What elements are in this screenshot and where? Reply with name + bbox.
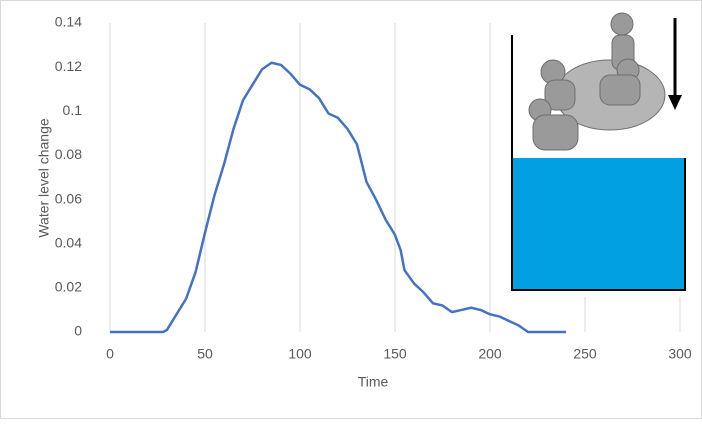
x-tick-label: 300 <box>668 346 692 362</box>
x-tick-label: 200 <box>478 346 502 362</box>
y-tick-label: 0.08 <box>55 146 82 162</box>
y-tick-label: 0.14 <box>55 14 82 30</box>
chart: Time Water level change 0 50 100 150 200 250 3… <box>0 0 702 419</box>
x-tick-label: 0 <box>106 346 114 362</box>
x-tick-label: 150 <box>383 346 407 362</box>
inset-illustration <box>505 12 695 297</box>
x-axis-title: Time <box>358 374 389 390</box>
y-tick-label: 0.1 <box>63 102 83 118</box>
x-tick-label: 100 <box>288 346 312 362</box>
x-tick-label: 50 <box>197 346 213 362</box>
x-tick-label: 250 <box>573 346 597 362</box>
water <box>512 158 685 290</box>
y-tick-label: 0.06 <box>55 190 82 206</box>
y-tick-label: 0.02 <box>55 279 82 295</box>
y-axis-title: Water level change <box>36 118 52 238</box>
y-tick-label: 0.12 <box>55 58 82 74</box>
y-tick-label: 0 <box>74 323 82 339</box>
y-tick-label: 0.04 <box>55 234 82 250</box>
